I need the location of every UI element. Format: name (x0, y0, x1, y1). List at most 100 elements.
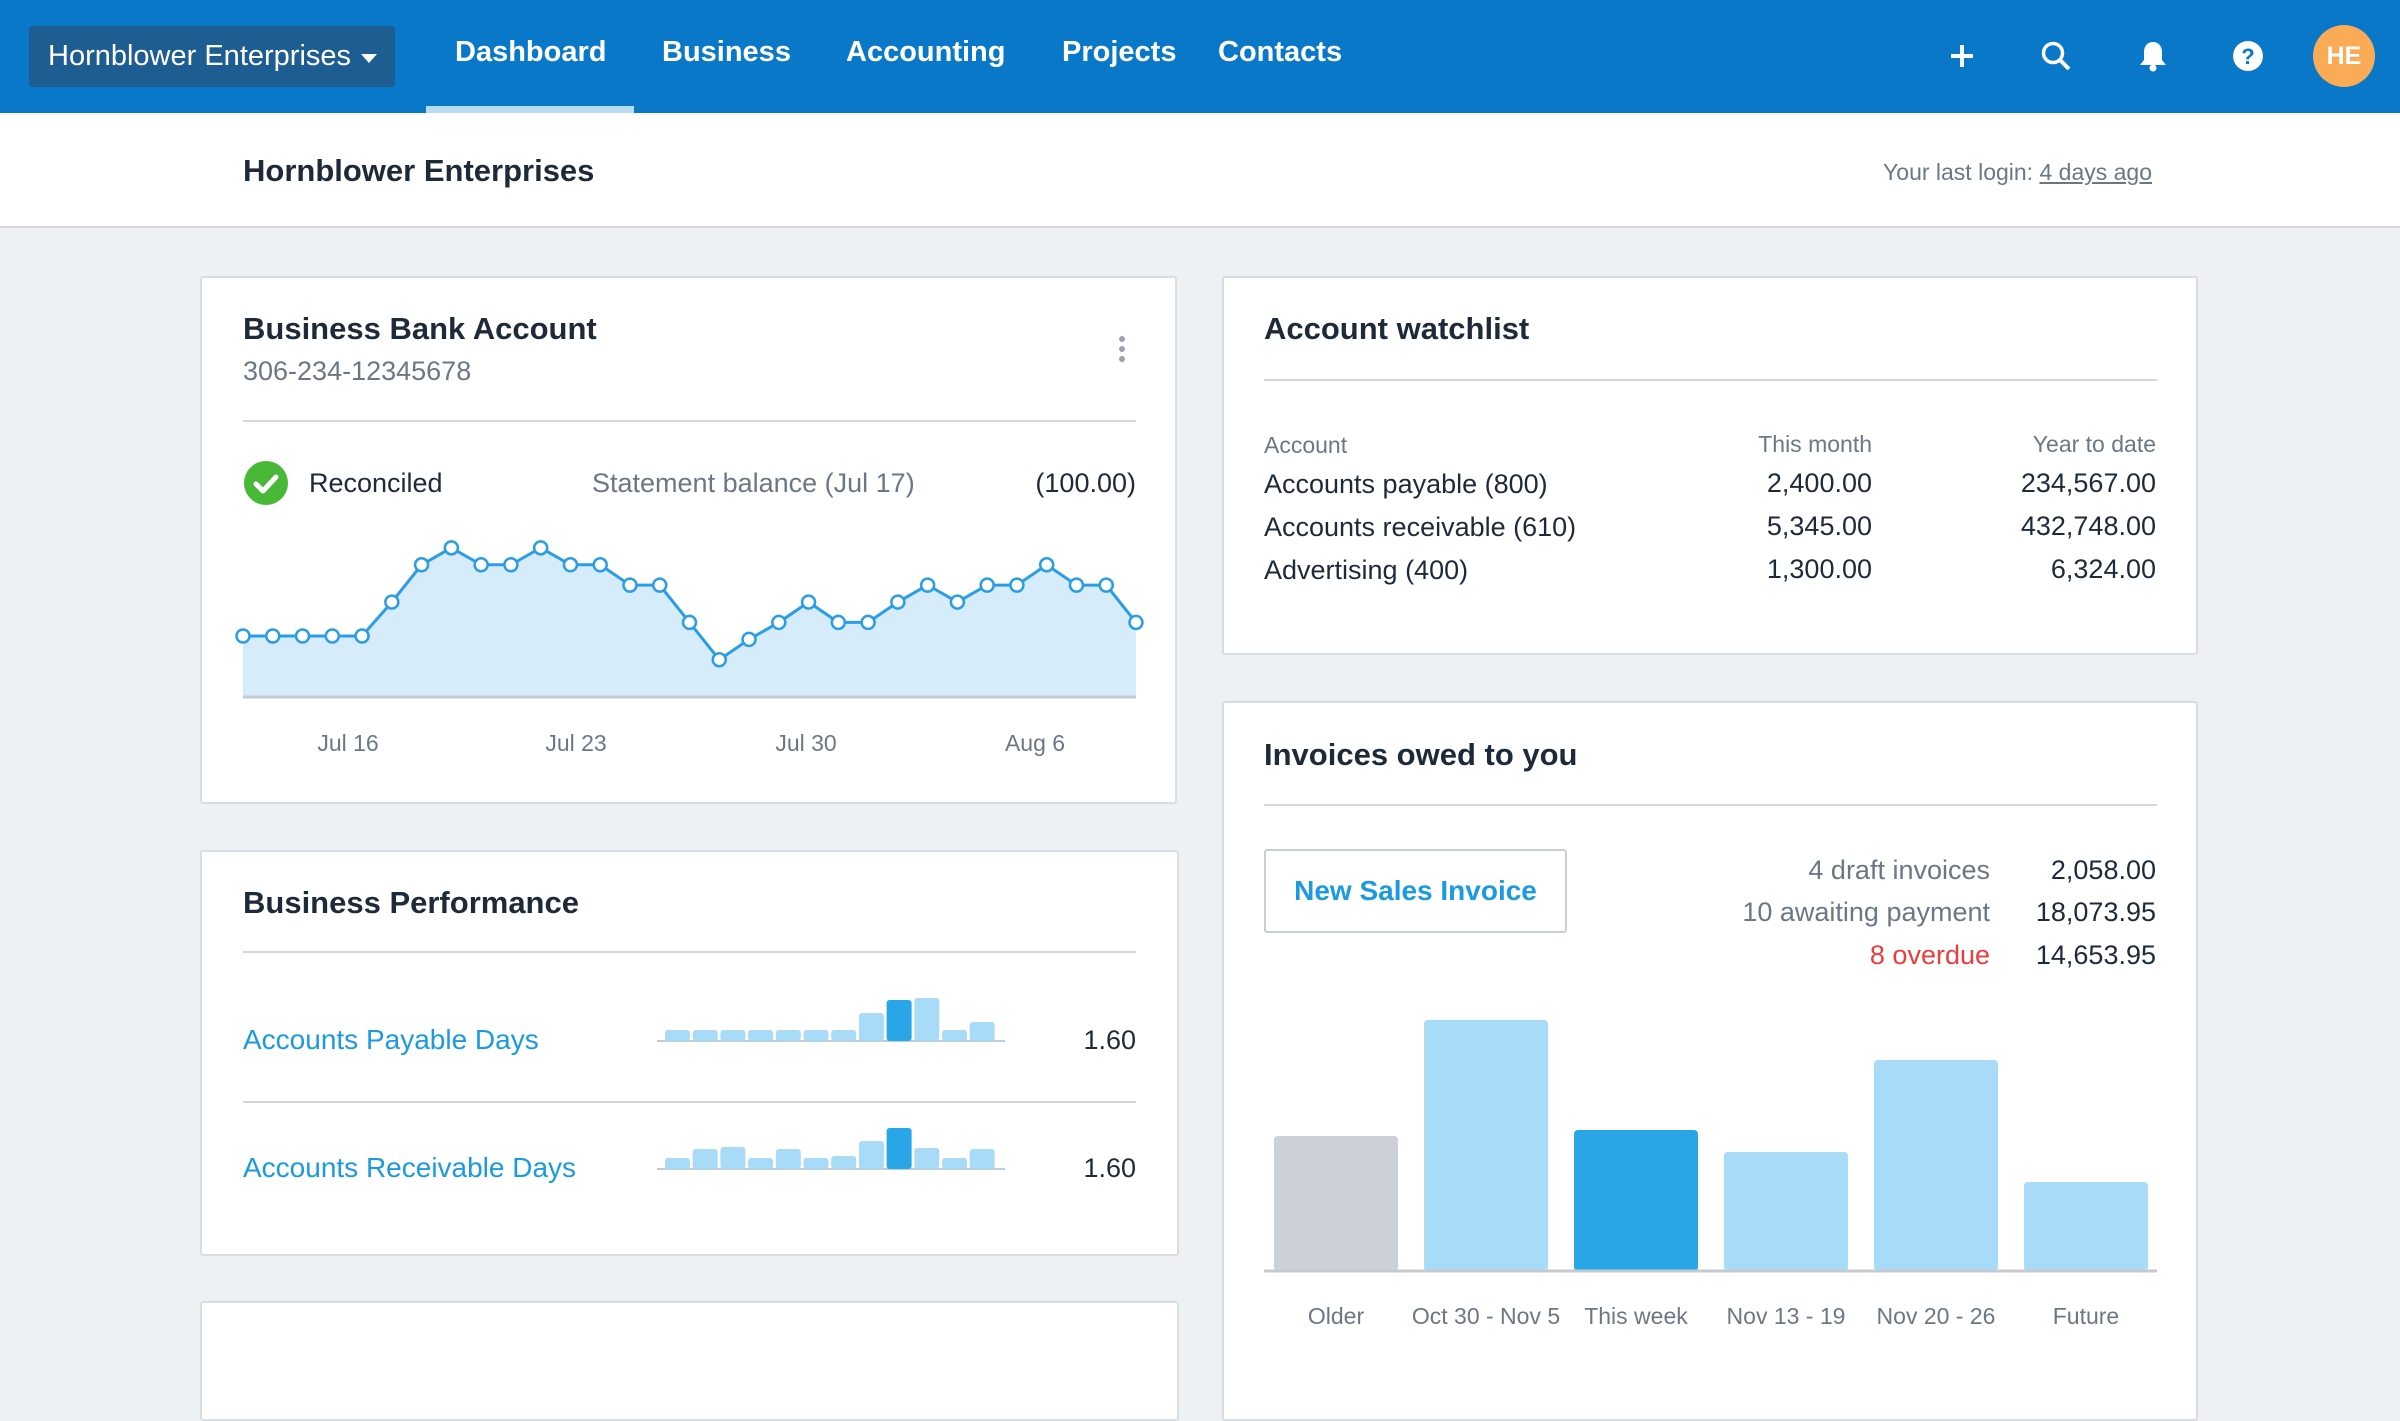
svg-text:?: ? (2241, 44, 2254, 69)
spark-bar (914, 998, 940, 1041)
data-point[interactable] (741, 631, 757, 648)
column-header-account: Account (1264, 432, 1348, 458)
invoice-stat-value: 14,653.95 (2035, 940, 2156, 970)
more-options-icon[interactable] (1112, 334, 1132, 366)
data-point[interactable] (1098, 577, 1114, 593)
data-point[interactable] (1068, 577, 1085, 593)
spark-bar (720, 1030, 746, 1041)
data-point[interactable] (1038, 557, 1055, 573)
nav-business[interactable]: Business (662, 36, 791, 68)
data-point[interactable] (562, 557, 579, 573)
top-nav: Hornblower Enterprises Dashboard Busines… (0, 0, 2400, 113)
data-point[interactable] (473, 557, 489, 573)
data-point[interactable] (503, 557, 519, 573)
watchlist-this-month: 2,400.00 (1766, 468, 1872, 498)
data-point[interactable] (443, 540, 460, 556)
watchlist-account-name[interactable]: Accounts receivable (610) (1264, 512, 1577, 542)
data-point[interactable] (324, 628, 341, 644)
watchlist-account-name[interactable]: Accounts payable (800) (1264, 469, 1548, 499)
payable-days-sparkbars (657, 998, 1005, 1042)
column-header-this-month: This month (1758, 431, 1872, 457)
help-icon[interactable]: ? (2230, 38, 2266, 74)
watchlist-this-month: 1,300.00 (1766, 554, 1872, 584)
bell-icon[interactable] (2135, 38, 2171, 74)
spark-bar (858, 1141, 884, 1169)
invoices-title: Invoices owed to you (1264, 737, 1578, 772)
balance-chart (235, 540, 1144, 699)
invoices-card (1222, 701, 2198, 1421)
active-tab-indicator (426, 106, 634, 113)
avatar[interactable]: HE (2313, 25, 2375, 87)
invoice-bar[interactable] (2024, 1182, 2148, 1271)
spark-bar (748, 1030, 774, 1041)
data-point[interactable] (949, 594, 966, 610)
spark-bar (914, 1148, 940, 1169)
data-point[interactable] (622, 577, 638, 593)
data-point[interactable] (294, 628, 311, 644)
data-point[interactable] (800, 594, 817, 610)
invoice-bar[interactable] (1874, 1060, 1998, 1271)
nav-accounting[interactable]: Accounting (846, 36, 1006, 68)
additional-card (200, 1301, 1179, 1421)
last-login-link[interactable]: 4 days ago (2039, 159, 2152, 185)
spark-bar (942, 1158, 967, 1169)
plus-icon[interactable] (1944, 38, 1980, 74)
data-point[interactable] (860, 614, 876, 631)
data-point[interactable] (830, 614, 847, 631)
data-point[interactable] (265, 628, 281, 644)
invoice-bar[interactable] (1724, 1152, 1848, 1271)
bar-category-label: Future (2052, 1303, 2120, 1329)
x-tick-label: Jul 16 (317, 730, 379, 756)
column-header-ytd: Year to date (2032, 431, 2156, 457)
statement-balance-value: (100.00) (1035, 468, 1136, 498)
nav-projects[interactable]: Projects (1062, 36, 1177, 68)
watchlist-account-name[interactable]: Advertising (400) (1264, 555, 1469, 585)
data-point[interactable] (681, 614, 698, 631)
bank-account-card (200, 276, 1177, 804)
data-point[interactable] (413, 557, 430, 573)
accounts-payable-days-link[interactable]: Accounts Payable Days (243, 1024, 539, 1055)
data-point[interactable] (532, 540, 549, 556)
account-number: 306-234-12345678 (243, 356, 472, 386)
org-switcher[interactable]: Hornblower Enterprises (29, 26, 395, 87)
accounts-receivable-days-link[interactable]: Accounts Receivable Days (243, 1152, 577, 1183)
data-point[interactable] (771, 614, 787, 631)
org-name: Hornblower Enterprises (48, 40, 352, 72)
data-point[interactable] (651, 577, 668, 593)
data-point[interactable] (235, 628, 251, 644)
business-performance-card (200, 850, 1179, 1256)
invoice-stat-label[interactable]: 8 overdue (1869, 940, 1990, 970)
data-point[interactable] (711, 651, 728, 668)
data-point[interactable] (919, 577, 936, 593)
account-watchlist-card (1222, 276, 2198, 655)
x-tick-label: Jul 23 (545, 730, 607, 756)
invoice-bar[interactable] (1574, 1130, 1698, 1271)
nav-contacts[interactable]: Contacts (1218, 36, 1343, 68)
new-sales-invoice-button[interactable]: New Sales Invoice (1264, 849, 1567, 933)
data-point[interactable] (1128, 614, 1144, 631)
reconciled-status: Reconciled (309, 468, 443, 498)
invoice-bar[interactable] (1424, 1020, 1548, 1271)
spark-bar (886, 1000, 912, 1041)
data-point[interactable] (979, 577, 995, 593)
page-header (0, 113, 2400, 228)
page-title: Hornblower Enterprises (243, 153, 595, 188)
data-point[interactable] (890, 594, 906, 610)
data-point[interactable] (1009, 577, 1025, 593)
watchlist-title: Account watchlist (1264, 311, 1530, 346)
caret-down-icon (361, 53, 378, 63)
search-icon[interactable] (2038, 38, 2074, 74)
data-point[interactable] (354, 628, 370, 644)
nav-dashboard[interactable]: Dashboard (455, 36, 607, 68)
spark-bar (831, 1156, 857, 1169)
statement-balance-label: Statement balance (Jul 17) (592, 468, 915, 498)
invoice-stat-value: 18,073.95 (2035, 897, 2156, 927)
watchlist-ytd: 234,567.00 (2020, 468, 2156, 498)
data-point[interactable] (592, 557, 608, 573)
spark-bar (803, 1158, 829, 1169)
invoice-stat-label[interactable]: 4 draft invoices (1808, 855, 1990, 885)
accounts-receivable-days-value: 1.60 (1083, 1153, 1136, 1183)
invoice-bar[interactable] (1274, 1136, 1398, 1271)
data-point[interactable] (384, 594, 400, 610)
invoice-stat-label[interactable]: 10 awaiting payment (1742, 897, 1990, 927)
